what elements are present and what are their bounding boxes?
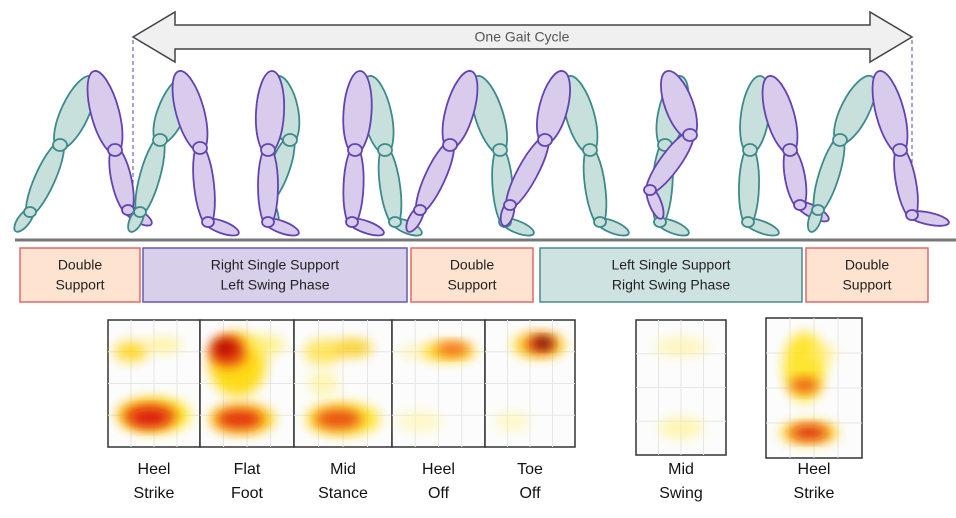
cycle-arrow <box>131 10 914 64</box>
pressure-blob <box>401 345 420 359</box>
phase-label: Double <box>58 257 103 273</box>
leg-segment <box>134 135 166 217</box>
map-label: Strike <box>794 485 835 502</box>
joint <box>377 143 393 157</box>
phase-box <box>19 247 141 303</box>
joint <box>782 143 798 157</box>
joint <box>537 133 553 147</box>
leg-segment <box>192 143 216 227</box>
phase-label: Double <box>450 257 495 273</box>
joint <box>811 204 825 216</box>
joint <box>52 138 68 152</box>
joint <box>682 128 698 142</box>
map-label: Flat <box>234 461 261 478</box>
leg-segment <box>257 145 279 227</box>
joint <box>442 138 458 152</box>
pressure-blob <box>314 408 362 430</box>
pressure-blob <box>658 417 704 439</box>
phase-label: Left Swing Phase <box>221 277 330 293</box>
map-label: Mid <box>330 461 356 478</box>
map-label: Off <box>519 485 541 502</box>
leg-segment <box>342 145 365 227</box>
map-label: Toe <box>517 461 543 478</box>
phase-box <box>410 247 534 303</box>
joint <box>23 206 37 218</box>
joint <box>742 143 758 157</box>
joint <box>905 209 919 221</box>
joint <box>413 204 427 216</box>
leg-segment <box>871 70 909 155</box>
phase-box <box>539 247 803 303</box>
joint <box>582 143 598 157</box>
pressure-blob <box>215 408 263 430</box>
leg-segment <box>893 145 919 220</box>
phase-box <box>142 247 408 303</box>
map-label: Heel <box>798 461 831 478</box>
leg-figures <box>13 70 950 237</box>
pressure-blob <box>129 408 170 427</box>
joint <box>388 216 402 228</box>
joint <box>347 143 363 157</box>
leg-segment <box>342 70 373 155</box>
leg-segment <box>582 145 608 227</box>
joint <box>643 184 657 196</box>
joint <box>492 143 508 157</box>
phase-label: Left Single Support <box>611 257 730 273</box>
pressure-blob <box>144 337 182 354</box>
pressure-blob <box>114 341 148 362</box>
joint <box>793 199 807 211</box>
arrow-label: One Gait Cycle <box>475 29 570 45</box>
joint <box>345 216 359 228</box>
joint <box>261 216 275 228</box>
pressure-blob <box>790 425 829 440</box>
map-label: Heel <box>422 461 455 478</box>
pressure-blob <box>536 337 551 348</box>
pressure-blob <box>333 339 373 357</box>
pressure-blob <box>790 378 819 393</box>
phase-label: Right Single Support <box>211 257 340 273</box>
joint <box>107 143 123 157</box>
pressure-blob <box>303 339 343 365</box>
map-label: Mid <box>668 461 694 478</box>
map-label: Heel <box>138 461 171 478</box>
joint <box>741 216 755 228</box>
pressure-blob <box>809 344 838 362</box>
phase-label: Support <box>55 277 104 293</box>
pressure-blob <box>654 337 708 357</box>
joint <box>260 143 276 157</box>
map-label: Swing <box>659 485 703 502</box>
joint <box>832 133 848 147</box>
joint <box>892 143 908 157</box>
joint <box>192 141 208 155</box>
pressure-blob <box>396 411 444 432</box>
map-label: Strike <box>134 485 175 502</box>
pressure-blob <box>308 370 339 397</box>
leg-segment <box>377 145 403 227</box>
pressure-maps: Heel Strike Flat Foot Mid Stance Heel Off Toe Off… <box>107 317 863 502</box>
joint <box>133 206 147 218</box>
phase-label: Right Swing Phase <box>612 277 731 293</box>
phase-label: Support <box>447 277 496 293</box>
pressure-blob <box>214 339 237 357</box>
leg-segment <box>738 145 760 227</box>
phase-boxes: Double Support Right Single Support Left Sw… <box>19 247 929 303</box>
joint <box>282 133 298 147</box>
map-label: Off <box>428 485 450 502</box>
pressure-blob <box>494 412 530 431</box>
phase-label: Support <box>842 277 891 293</box>
pressure-blob <box>435 342 470 356</box>
map-label: Stance <box>318 485 368 502</box>
map-label: Foot <box>231 485 264 502</box>
phase-label: Double <box>845 257 890 273</box>
joint <box>593 216 607 228</box>
joint <box>503 199 517 211</box>
pressure-blob <box>246 335 285 356</box>
phase-box <box>805 247 929 303</box>
joint <box>152 133 168 147</box>
joint <box>201 216 215 228</box>
